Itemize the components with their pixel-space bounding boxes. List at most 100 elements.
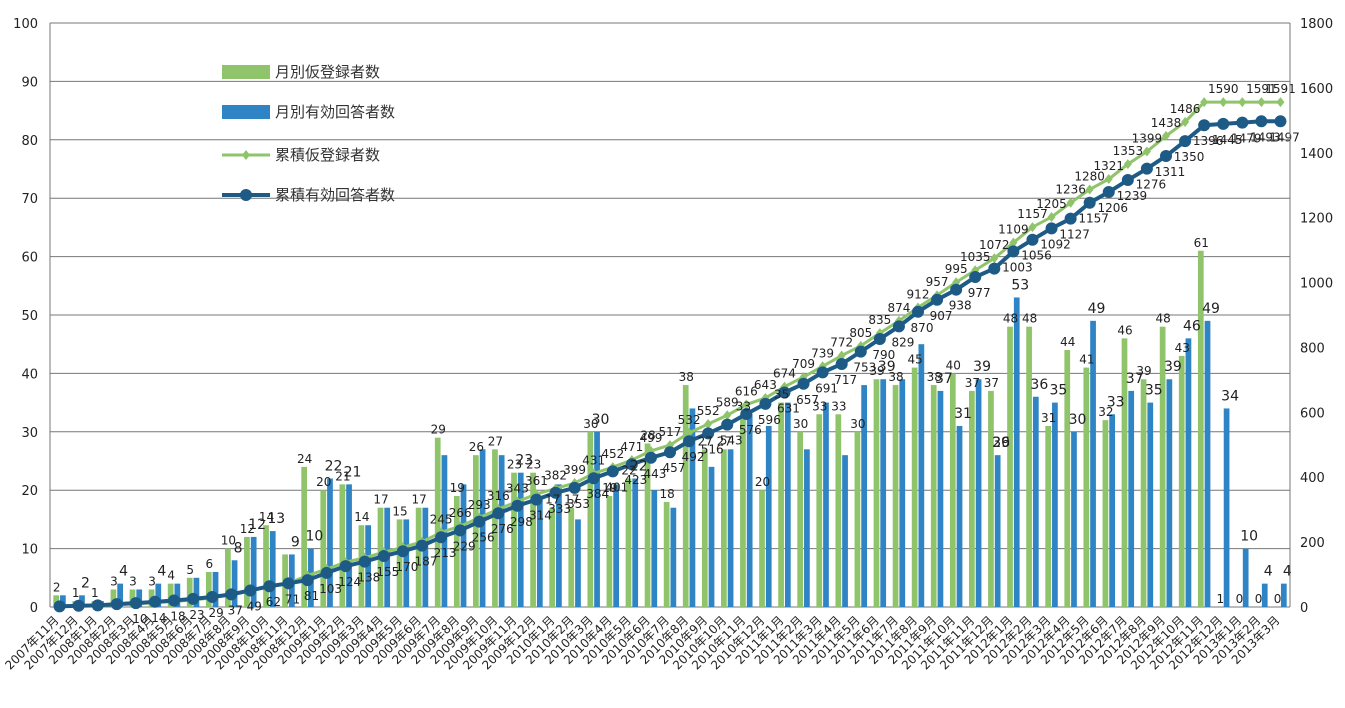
- cumulative-provisional-label: 293: [468, 498, 491, 512]
- cumulative-provisional-label: 452: [601, 447, 624, 461]
- bar-valid: [746, 414, 753, 607]
- bar-valid: [536, 496, 543, 607]
- bar-valid: [1204, 320, 1211, 607]
- bar-provisional-label: 33: [736, 399, 751, 413]
- bar-valid: [1185, 338, 1192, 607]
- marker-cumulative-valid: [1140, 162, 1153, 175]
- marker-cumulative-valid: [1179, 135, 1192, 148]
- cumulative-provisional-label: 316: [487, 489, 510, 503]
- bar-valid: [1090, 320, 1096, 607]
- bar-provisional: [587, 431, 594, 607]
- bar-provisional: [1140, 379, 1147, 607]
- marker-cumulative-valid: [91, 599, 104, 612]
- bar-provisional: [969, 390, 975, 607]
- bar-provisional: [205, 571, 212, 607]
- cumulative-provisional-label: 499: [639, 431, 662, 445]
- cumulative-provisional-label: 643: [754, 378, 777, 392]
- bar-valid-label: 46: [1183, 318, 1201, 334]
- bar-provisional-label: 38: [679, 370, 694, 384]
- bar-provisional: [53, 595, 60, 607]
- bar-valid: [937, 390, 944, 607]
- cumulative-valid-label: 1350: [1174, 150, 1205, 164]
- cumulative-provisional-label: 471: [620, 440, 643, 454]
- bar-valid: [155, 583, 162, 607]
- bar-valid-label: 49: [1088, 301, 1106, 317]
- bar-provisional-label: 19: [602, 481, 617, 495]
- marker-cumulative-provisional: [1066, 197, 1075, 208]
- bar-provisional-label: 30: [850, 417, 865, 431]
- bar-provisional: [1026, 326, 1032, 607]
- marker-cumulative-valid: [873, 333, 886, 346]
- marker-cumulative-valid: [1160, 150, 1172, 163]
- bar-provisional-label: 14: [354, 510, 369, 524]
- bar-valid: [975, 379, 982, 607]
- marker-cumulative-valid: [1064, 212, 1077, 225]
- bar-provisional: [625, 478, 632, 607]
- bar-valid-label: 39: [1164, 359, 1182, 375]
- bar-provisional-label: 14: [259, 510, 274, 524]
- marker-cumulative-valid: [625, 458, 638, 471]
- bar-provisional: [873, 379, 880, 607]
- cumulative-provisional-label: 1280: [1074, 169, 1105, 183]
- cumulative-provisional-label: 1035: [960, 250, 991, 264]
- marker-cumulative-valid: [72, 599, 85, 612]
- bar-provisional: [663, 501, 670, 607]
- bar-valid-label: 4: [1283, 564, 1292, 580]
- bar-valid-label: 9: [291, 534, 300, 550]
- bar-provisional: [1121, 338, 1128, 607]
- bar-provisional: [778, 402, 784, 607]
- bar-provisional-label: 22: [621, 464, 636, 478]
- bar-provisional: [949, 373, 956, 607]
- cumulative-valid-label: 276: [491, 522, 514, 536]
- cumulative-valid-label: 1239: [1117, 189, 1148, 203]
- bar-valid: [613, 484, 619, 607]
- bar-valid: [403, 519, 410, 607]
- cumulative-provisional-label: 343: [506, 482, 529, 496]
- bar-valid: [346, 484, 352, 607]
- bar-provisional: [511, 472, 517, 607]
- cumulative-provisional-label: 874: [887, 301, 910, 315]
- bar-valid: [1280, 583, 1287, 607]
- cumulative-valid-label: 443: [643, 467, 666, 481]
- bar-provisional-label: 28: [640, 428, 655, 442]
- bar-valid: [899, 379, 906, 607]
- bar-valid-label: 10: [305, 529, 323, 545]
- cumulative-provisional-label: 1399: [1132, 131, 1163, 145]
- cumulative-valid-label: 1206: [1097, 201, 1128, 215]
- bar-provisional-label: 41: [1079, 353, 1094, 367]
- bar-valid-label: 53: [1011, 277, 1029, 293]
- bar-provisional-label: 17: [373, 493, 388, 507]
- bar-valid: [1128, 390, 1135, 607]
- lines: [53, 97, 1287, 613]
- bar-valid: [460, 484, 467, 607]
- marker-cumulative-provisional: [1047, 212, 1056, 223]
- marker-cumulative-valid: [931, 293, 944, 306]
- bar-provisional: [988, 390, 994, 607]
- cumulative-valid-label: 977: [968, 286, 991, 300]
- marker-cumulative-valid: [797, 377, 810, 390]
- bar-valid: [956, 425, 963, 607]
- marker-cumulative-provisional: [704, 419, 713, 430]
- bar-valid-label: 49: [1202, 301, 1220, 317]
- cumulative-valid-label: 1497: [1269, 130, 1300, 144]
- bar-provisional: [186, 577, 193, 607]
- marker-cumulative-provisional: [1028, 222, 1037, 233]
- marker-cumulative-valid: [988, 262, 1001, 275]
- bar-provisional: [167, 583, 174, 607]
- marker-cumulative-valid: [1121, 174, 1134, 187]
- marker-cumulative-valid: [721, 418, 734, 431]
- marker-cumulative-valid: [683, 435, 696, 448]
- cumulative-valid-label: 71: [285, 592, 300, 606]
- legend-marker-cumulative-provisional: [242, 150, 250, 160]
- bar-valid-label: 8: [234, 540, 243, 556]
- bar-provisional-label: 43: [1175, 341, 1190, 355]
- bar-provisional: [530, 472, 536, 607]
- marker-cumulative-valid: [702, 427, 715, 440]
- bar-valid: [670, 507, 677, 607]
- bar-provisional-label: 29: [431, 423, 446, 437]
- y-tick-label: 50: [21, 309, 38, 324]
- bar-valid: [1261, 583, 1268, 607]
- marker-cumulative-valid: [1026, 233, 1039, 246]
- bar-provisional: [434, 437, 441, 607]
- cumulative-valid-label: 1127: [1059, 228, 1090, 242]
